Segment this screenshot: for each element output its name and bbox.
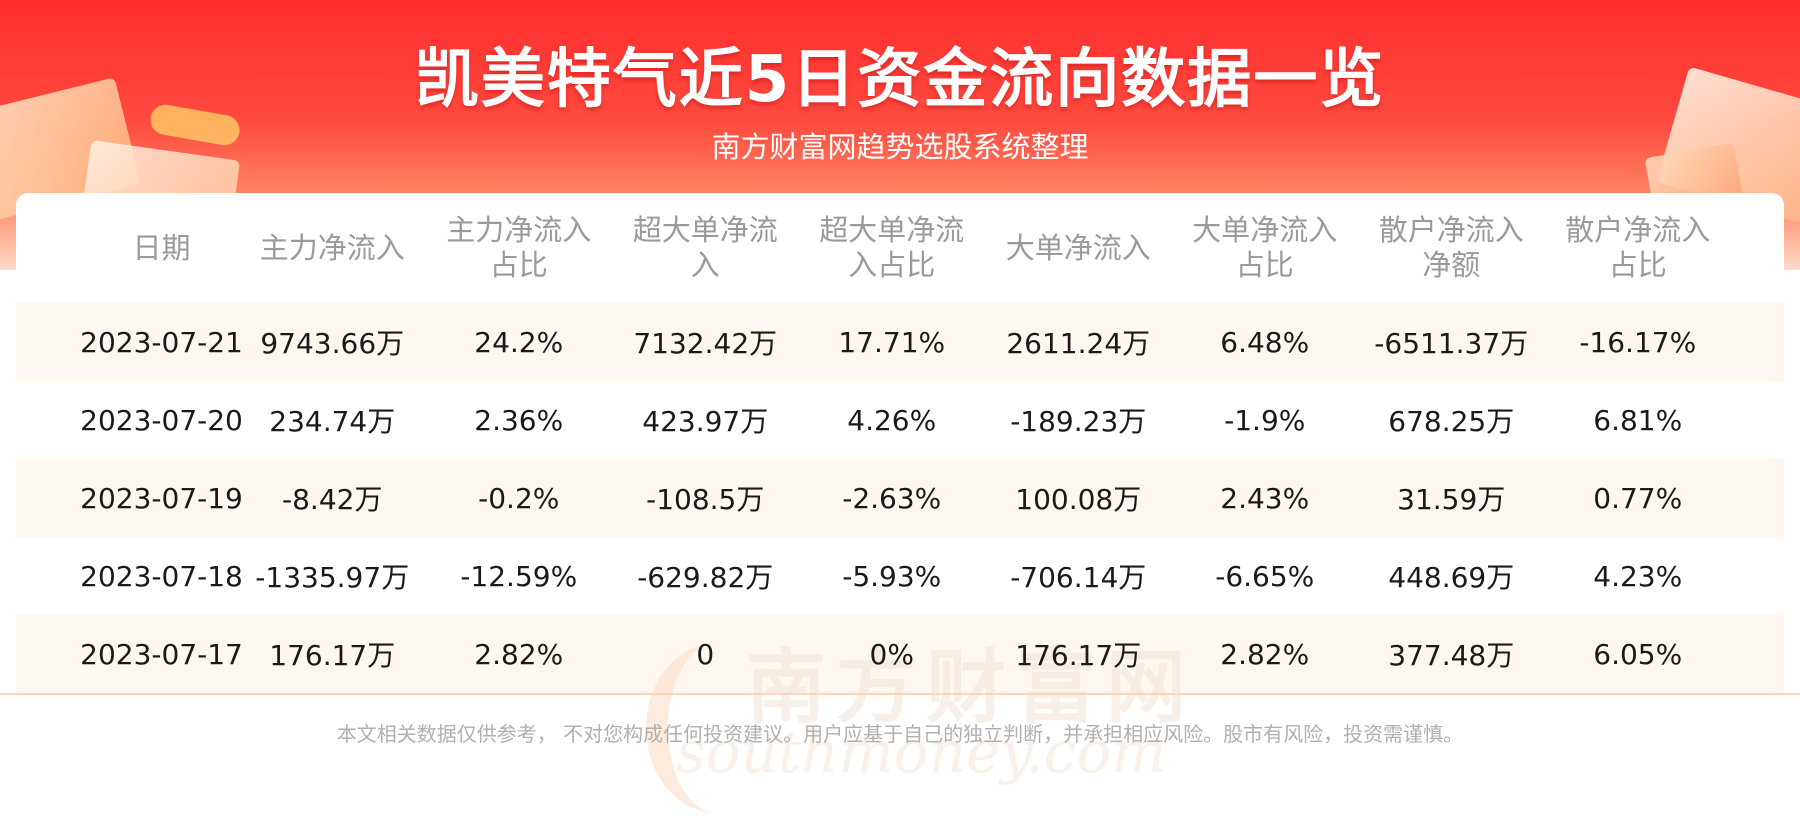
table-cell: 2.43% — [1220, 481, 1310, 515]
row-background — [16, 303, 1784, 381]
column-header: 大单净流入 — [1005, 230, 1151, 265]
table-cell: 100.08万 — [1015, 483, 1142, 516]
table-cell: -1.9% — [1224, 403, 1306, 437]
table-cell: -108.5万 — [646, 483, 765, 516]
column-header: 散户净流入 净额 — [1378, 213, 1524, 282]
table-cell: -189.23万 — [1010, 405, 1147, 438]
row-background — [16, 459, 1784, 537]
column-header: 散户净流入 占比 — [1565, 213, 1711, 282]
row-date-cell: 2023-07-18 — [80, 559, 243, 593]
row-date-cell: 2023-07-17 — [80, 637, 243, 671]
table-cell: 0 — [696, 637, 715, 671]
table-cell: -8.42万 — [282, 483, 383, 516]
table-cell: 678.25万 — [1388, 405, 1515, 438]
table-cell: 2.82% — [474, 637, 564, 671]
table-cell: 7132.42万 — [633, 327, 778, 360]
table-cell: 4.23% — [1593, 559, 1683, 593]
row-date-cell: 2023-07-21 — [80, 325, 243, 359]
table-cell: 24.2% — [474, 325, 564, 359]
table-cell: -0.2% — [478, 481, 560, 515]
table-cell: -1335.97万 — [255, 561, 410, 594]
table-cell: -5.93% — [842, 559, 942, 593]
table-cell: 176.17万 — [269, 639, 396, 672]
table-cell: -6511.37万 — [1374, 327, 1529, 360]
table-cell: -706.14万 — [1010, 561, 1147, 594]
column-header: 主力净流入 占比 — [446, 213, 592, 282]
table-cell: 2611.24万 — [1006, 327, 1151, 360]
table-cell: 6.81% — [1593, 403, 1683, 437]
table-cell: 4.26% — [847, 403, 937, 437]
table-cell: 2.82% — [1220, 637, 1310, 671]
page-subtitle: 南方财富网趋势选股系统整理 — [711, 130, 1089, 164]
column-header: 日期 — [132, 230, 191, 265]
table-cell: -2.63% — [842, 481, 942, 515]
column-header: 超大单净流 入占比 — [819, 213, 965, 282]
data-table-card: 南方财富网 southmoney.com 日期 主力净流入 主力净流入 占比 超大单净… — [16, 193, 1784, 813]
column-header: 大单净流入 占比 — [1192, 213, 1338, 282]
table-cell: 2.36% — [474, 403, 564, 437]
disclaimer-text: 本文相关数据仅供参考， 不对您构成任何投资建议。用户应基于自己的独立判断，并承担… — [336, 722, 1464, 746]
fund-flow-table: 日期 主力净流入 主力净流入 占比 超大单净流 入超大单净流 入占比 大单净流入 大单净流… — [16, 193, 1731, 693]
table-cell: 17.71% — [838, 325, 946, 359]
table-cell: 6.05% — [1593, 637, 1683, 671]
table-cell: 0.77% — [1593, 481, 1683, 515]
column-header: 超大单净流 入 — [632, 213, 778, 282]
table-cell: -629.82万 — [637, 561, 774, 594]
table-cell: 31.59万 — [1397, 483, 1506, 516]
table-cell: 0% — [869, 637, 914, 671]
table-cell: 234.74万 — [269, 405, 396, 438]
column-header: 主力净流入 — [259, 230, 405, 265]
table-cell: 377.48万 — [1388, 639, 1515, 672]
table-cell: 423.97万 — [642, 405, 769, 438]
table-cell: 448.69万 — [1388, 561, 1515, 594]
table-cell: -16.17% — [1579, 325, 1697, 359]
row-background — [16, 615, 1784, 693]
table-cell: -6.65% — [1215, 559, 1315, 593]
row-date-cell: 2023-07-19 — [80, 481, 243, 515]
row-date-cell: 2023-07-20 — [80, 403, 243, 437]
table-cell: 9743.66万 — [260, 327, 405, 360]
table-cell: -12.59% — [460, 559, 578, 593]
table-cell: 6.48% — [1220, 325, 1310, 359]
footer-divider — [0, 693, 1800, 695]
page-title: 凯美特气近5日资金流向数据一览 — [414, 43, 1386, 117]
table-cell: 176.17万 — [1015, 639, 1142, 672]
